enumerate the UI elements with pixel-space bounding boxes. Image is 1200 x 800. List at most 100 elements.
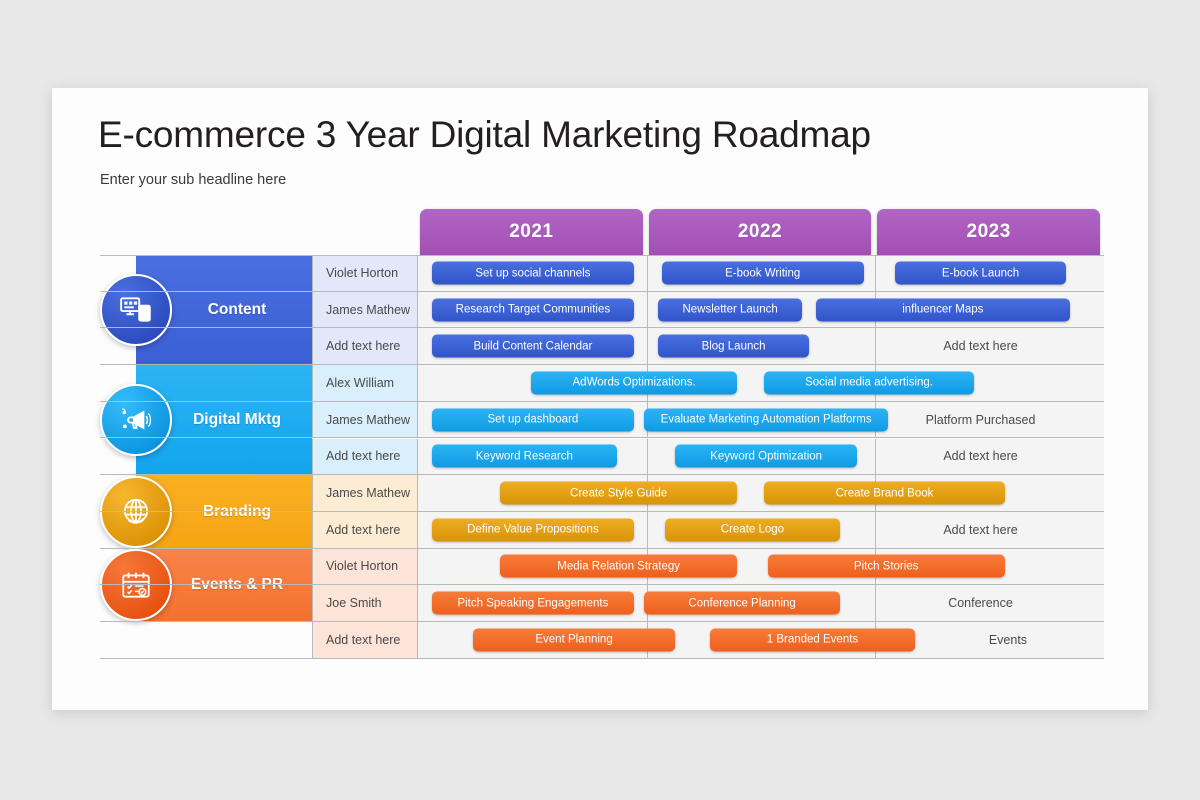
task-bar[interactable]: Set up dashboard	[431, 408, 635, 432]
column-divider	[646, 291, 648, 328]
column-divider	[646, 511, 648, 548]
timeline-track: Build Content Calendar Blog Launch Add tex…	[418, 328, 1104, 365]
task-label: Conference Planning	[688, 597, 796, 610]
task-bar[interactable]: 1 Branded Events	[709, 628, 916, 652]
slide-canvas: E-commerce 3 Year Digital Marketing Road…	[52, 88, 1148, 710]
column-divider	[875, 256, 877, 291]
owner-name-cell[interactable]: Violet Horton	[312, 256, 418, 291]
task-bar[interactable]: Create Logo	[664, 518, 840, 542]
page-title: E-commerce 3 Year Digital Marketing Road…	[98, 114, 871, 155]
column-divider	[875, 585, 877, 621]
task-text[interactable]: Conference	[888, 596, 1073, 610]
task-bar[interactable]: E-book Launch	[894, 261, 1067, 285]
task-bar[interactable]: Keyword Optimization	[675, 444, 858, 468]
owner-name-cell[interactable]: Add text here	[312, 328, 418, 365]
task-bar[interactable]: Pitch Stories	[767, 554, 1005, 578]
timeline-track: Set up dashboard Evaluate Marketing Autom…	[418, 401, 1104, 438]
task-bar[interactable]: Event Planning	[472, 628, 676, 652]
task-bar[interactable]: E-book Writing	[661, 261, 864, 285]
owner-name-cell[interactable]: Joe Smith	[312, 585, 418, 621]
task-label: Research Target Communities	[455, 303, 611, 316]
task-label: Keyword Research	[475, 450, 573, 463]
timeline-track: AdWords Optimizations. Social media adver…	[418, 365, 1104, 401]
year-header-label: 2021	[509, 221, 554, 242]
column-divider	[875, 328, 877, 365]
task-bar[interactable]: Conference Planning	[644, 591, 840, 615]
task-label: Set up dashboard	[487, 413, 579, 426]
task-label: Pitch Stories	[853, 560, 919, 573]
task-bar[interactable]: Create Style Guide	[500, 481, 737, 505]
task-bar[interactable]: Pitch Speaking Engagements	[431, 591, 635, 615]
year-header-2023[interactable]: 2023	[877, 209, 1100, 255]
timeline-track: Set up social channels E-book Writing E-bo…	[418, 256, 1104, 291]
task-bar[interactable]: Social media advertising.	[764, 371, 974, 395]
task-label: Blog Launch	[701, 340, 766, 353]
column-divider	[646, 438, 648, 475]
task-bar[interactable]: influencer Maps	[815, 298, 1070, 322]
task-bar[interactable]: Build Content Calendar	[431, 334, 635, 358]
task-bar[interactable]: Create Brand Book	[764, 481, 1005, 505]
task-label: E-book Launch	[941, 267, 1020, 280]
category-block-events-pr[interactable]: Events & PR	[100, 548, 312, 622]
task-bar[interactable]: Define Value Propositions	[431, 518, 635, 542]
task-label: influencer Maps	[902, 303, 984, 316]
timeline-track: Event Planning 1 Branded Events Events	[418, 622, 1104, 658]
task-label: Events	[988, 632, 1028, 647]
task-label: Create Style Guide	[570, 487, 668, 500]
column-divider	[646, 328, 648, 365]
table-row: Add text here Keyword Research Keyword Opt…	[100, 438, 1104, 476]
owner-name-cell[interactable]: Add text here	[312, 438, 418, 475]
task-label: Event Planning	[535, 633, 613, 646]
task-label: Keyword Optimization	[710, 450, 823, 463]
task-label: Build Content Calendar	[473, 340, 593, 353]
calendar-icon	[100, 549, 172, 622]
owner-name-cell[interactable]: James Mathew	[312, 401, 418, 438]
task-label: Create Logo	[720, 523, 785, 536]
table-row: James Mathew Research Target Communities N…	[100, 291, 1104, 329]
category-block-branding[interactable]: Branding	[100, 475, 312, 549]
owner-name-cell[interactable]: Add text here	[312, 511, 418, 548]
task-label: AdWords Optimizations.	[572, 376, 696, 389]
year-header-2022[interactable]: 2022	[648, 209, 872, 255]
timeline-track: Create Style Guide Create Brand Book	[418, 475, 1104, 511]
task-label: E-book Writing	[725, 267, 801, 280]
owner-name-cell[interactable]: Alex William	[312, 365, 418, 401]
task-text[interactable]: Events	[939, 633, 1076, 647]
timeline-track: Research Target Communities Newsletter La…	[418, 291, 1104, 328]
table-row: Violet Horton Set up social channels E-boo…	[100, 255, 1104, 292]
task-bar[interactable]: Research Target Communities	[431, 298, 635, 322]
task-text[interactable]: Add text here	[888, 449, 1073, 463]
task-bar[interactable]: Media Relation Strategy	[500, 554, 737, 578]
task-label: Add text here	[943, 449, 1018, 464]
monitor-content-icon	[100, 274, 172, 347]
task-label: Social media advertising.	[805, 376, 933, 389]
table-row: Alex William AdWords Optimizations. Social…	[100, 365, 1104, 402]
owner-name-cell[interactable]: James Mathew	[312, 475, 418, 511]
task-bar[interactable]: Evaluate Marketing Automation Platforms	[644, 408, 888, 432]
timeline-track: Keyword Research Keyword Optimization Add …	[418, 438, 1104, 475]
table-row: James Mathew Create Style Guide Create Bra…	[100, 475, 1104, 512]
task-label: Add text here	[943, 339, 1018, 354]
task-text[interactable]: Add text here	[888, 339, 1073, 353]
task-label: Conference	[948, 596, 1013, 611]
task-bar[interactable]: Set up social channels	[431, 261, 635, 285]
owner-name-cell[interactable]: James Mathew	[312, 291, 418, 328]
megaphone-icon	[100, 384, 172, 457]
category-label: Digital Mktg	[193, 411, 281, 429]
timeline-track: Pitch Speaking Engagements Conference Pla…	[418, 585, 1104, 621]
category-block-digital-mktg[interactable]: Digital Mktg	[100, 365, 312, 476]
category-block-content[interactable]: Content	[100, 255, 312, 366]
year-header-2021[interactable]: 2021	[420, 209, 643, 255]
table-row: Add text here Event Planning 1 Branded Eve…	[100, 622, 1104, 659]
task-text[interactable]: Platform Purchased	[888, 413, 1073, 427]
task-bar[interactable]: Blog Launch	[658, 334, 809, 358]
owner-name-cell[interactable]: Add text here	[312, 622, 418, 658]
task-label: Evaluate Marketing Automation Platforms	[660, 413, 872, 426]
owner-name-cell[interactable]: Violet Horton	[312, 548, 418, 585]
task-bar[interactable]: Keyword Research	[431, 444, 617, 468]
task-label: Newsletter Launch	[682, 303, 778, 316]
task-bar[interactable]: Newsletter Launch	[658, 298, 803, 322]
task-bar[interactable]: AdWords Optimizations.	[531, 371, 737, 395]
task-text[interactable]: Add text here	[888, 523, 1073, 537]
table-row: Add text here Build Content Calendar Blog …	[100, 328, 1104, 366]
